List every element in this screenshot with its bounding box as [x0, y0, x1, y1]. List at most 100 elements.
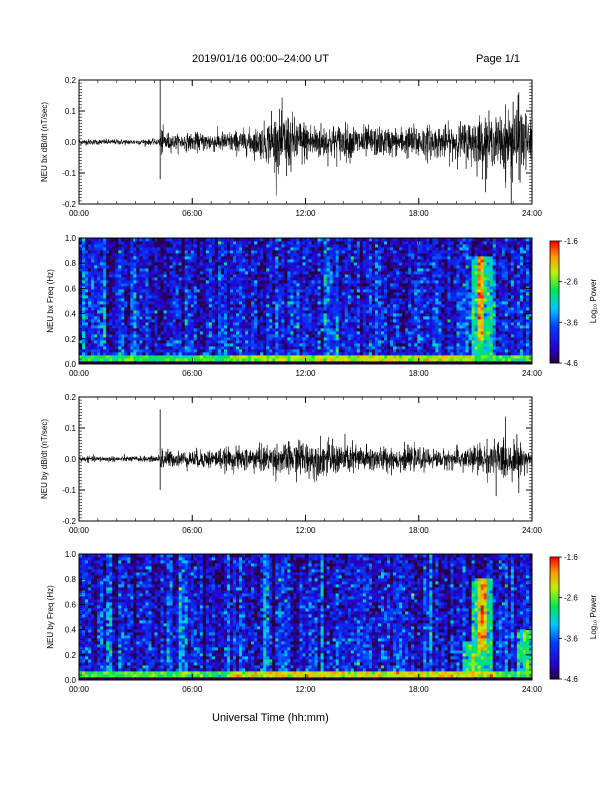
spectrogram-cell	[193, 316, 198, 320]
spectrogram-cell	[368, 352, 373, 356]
spectrogram-cell	[281, 349, 285, 353]
spectrogram-cell	[172, 310, 177, 314]
spectrogram-cell	[248, 253, 252, 257]
spectrogram-cell	[163, 286, 167, 290]
spectrogram-cell	[320, 280, 325, 284]
spectrogram-cell	[136, 247, 140, 251]
spectrogram-cell	[308, 280, 312, 284]
spectrogram-cell	[94, 271, 98, 275]
spectrogram-cell	[130, 325, 134, 329]
spectrogram-cell	[335, 328, 340, 332]
spectrogram-cell	[254, 343, 258, 347]
spectrogram-cell	[414, 304, 418, 308]
spectrogram-cell	[175, 292, 180, 296]
spectrogram-cell	[326, 343, 331, 347]
spectrogram-cell	[187, 358, 192, 362]
spectrogram-cell	[166, 331, 170, 335]
spectrogram-cell	[97, 343, 101, 347]
spectrogram-cell	[148, 247, 152, 251]
spectrogram-cell	[320, 277, 325, 281]
spectrogram-cell	[175, 247, 180, 251]
spectrogram-cell	[88, 271, 92, 275]
spectrogram-cell	[100, 337, 104, 341]
spectrogram-cell	[362, 301, 367, 305]
spectrogram-cell	[205, 271, 210, 275]
spectrogram-cell	[299, 304, 303, 308]
spectrogram-cell	[184, 256, 189, 260]
spectrogram-cell	[184, 334, 189, 338]
spectrogram-cell	[136, 274, 140, 278]
spectrogram-cell	[208, 301, 213, 305]
spectrogram-cell	[359, 349, 364, 353]
spectrogram-cell	[359, 307, 364, 311]
spectrogram-cell	[251, 274, 255, 278]
spectrogram-cell	[326, 331, 331, 335]
spectrogram-cell	[420, 268, 424, 272]
spectrogram-cell	[254, 262, 258, 266]
spectrogram-cell	[239, 268, 243, 272]
spectrogram-cell	[175, 298, 180, 302]
spectrogram-cell	[365, 316, 370, 320]
spectrogram-cell	[214, 331, 219, 335]
spectrogram-cell	[151, 268, 155, 272]
spectrogram-cell	[199, 355, 204, 359]
spectrogram-cell	[202, 304, 207, 308]
spectrogram-cell	[202, 244, 207, 248]
spectrogram-cell	[139, 250, 143, 254]
spectrogram-cell	[387, 316, 391, 320]
spectrogram-cell	[272, 265, 276, 269]
spectrogram-cell	[151, 316, 155, 320]
spectrogram-cell	[335, 355, 340, 359]
spectrogram-cell	[287, 316, 291, 320]
spectrogram-cell	[154, 256, 158, 260]
spectrogram-cell	[305, 361, 309, 365]
spectrogram-cell	[233, 313, 237, 317]
spectrogram-cell	[178, 280, 183, 284]
spectrogram-cell	[353, 244, 358, 248]
spectrogram-cell	[332, 307, 337, 311]
spectrogram-cell	[130, 322, 134, 326]
spectrogram-cell	[94, 280, 98, 284]
spectrogram-cell	[408, 271, 412, 275]
spectrogram-cell	[293, 337, 297, 341]
spectrogram-cell	[118, 247, 122, 251]
spectrogram-cell	[293, 283, 297, 287]
spectrogram-cell	[344, 268, 349, 272]
spectrogram-cell	[260, 346, 264, 350]
spectrogram-cell	[214, 319, 219, 323]
spectrogram-cell	[187, 256, 192, 260]
spectrogram-cell	[214, 274, 219, 278]
spectrogram-cell	[371, 283, 376, 287]
spectrogram-cell	[220, 274, 225, 278]
spectrogram-cell	[305, 352, 309, 356]
spectrogram-cell	[347, 280, 352, 284]
spectrogram-cell	[112, 247, 116, 251]
bx-timeseries-plot-area	[78, 80, 533, 204]
spectrogram-cell	[236, 331, 240, 335]
spectrogram-cell	[420, 283, 424, 287]
spectrogram-cell	[142, 262, 146, 266]
spectrogram-cell	[402, 304, 406, 308]
spectrogram-cell	[190, 331, 195, 335]
spectrogram-cell	[420, 292, 424, 296]
spectrogram-cell	[181, 253, 186, 257]
spectrogram-cell	[272, 274, 276, 278]
spectrogram-cell	[387, 325, 391, 329]
spectrogram-cell	[278, 292, 282, 296]
spectrogram-cell	[335, 256, 340, 260]
spectrogram-cell	[251, 283, 255, 287]
spectrogram-cell	[154, 238, 158, 242]
spectrogram-cell	[362, 286, 367, 290]
spectrogram-cell	[269, 352, 273, 356]
spectrogram-cell	[257, 271, 261, 275]
spectrogram-cell	[121, 238, 125, 242]
spectrogram-cell	[365, 256, 370, 260]
spectrogram-cell	[384, 250, 388, 254]
spectrogram-cell	[399, 307, 403, 311]
spectrogram-cell	[230, 358, 234, 362]
spectrogram-cell	[91, 238, 95, 242]
spectrogram-cell	[374, 274, 379, 278]
spectrogram-cell	[341, 274, 346, 278]
spectrogram-cell	[226, 292, 231, 296]
spectrogram-cell	[399, 244, 403, 248]
